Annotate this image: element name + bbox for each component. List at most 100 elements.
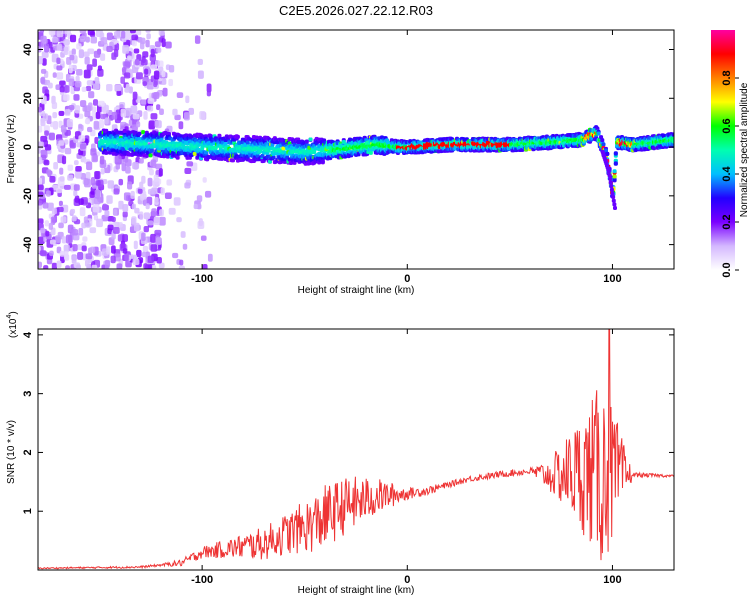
spectrogram-cell xyxy=(58,110,65,117)
spectrogram-cell xyxy=(73,160,79,166)
spectrogram-cell xyxy=(106,246,111,255)
spectrogram-cell xyxy=(296,143,301,148)
spectrogram-cell xyxy=(206,83,212,93)
spectrogram-cell xyxy=(183,112,190,121)
spectrogram-cell xyxy=(146,105,154,112)
spectrogram-cell xyxy=(79,30,87,34)
spectrogram-cell xyxy=(92,83,100,90)
spectrogram-cell xyxy=(44,144,52,151)
spectrogram-cell xyxy=(38,56,43,65)
spectrogram-cell xyxy=(175,155,180,160)
spectrogram-cell xyxy=(132,258,140,266)
spectrogram-y-tick-label: -40 xyxy=(22,237,34,253)
spectrogram-cell xyxy=(81,245,87,252)
spectrogram-cell xyxy=(145,203,150,210)
spectrogram-cell xyxy=(84,119,90,125)
spectrogram-cell xyxy=(603,148,608,153)
spectrogram-cell xyxy=(230,158,235,163)
spectrogram-cell xyxy=(92,58,97,67)
spectrogram-cell xyxy=(56,72,64,80)
spectrogram-cell xyxy=(92,204,100,213)
spectrogram-cell xyxy=(91,264,98,269)
spectrogram-cell xyxy=(149,168,154,176)
spectrogram-cell xyxy=(38,156,43,165)
spectrogram-cell xyxy=(140,59,148,66)
spectrogram-cell xyxy=(38,218,44,225)
spectrogram-cell xyxy=(59,250,66,257)
spectrogram-cell xyxy=(90,148,97,156)
spectrogram-cell xyxy=(93,50,101,58)
spectrogram-cell xyxy=(38,261,43,268)
spectrogram-cell xyxy=(78,49,84,59)
spectrogram-cell xyxy=(132,162,140,170)
spectrogram-cell xyxy=(55,84,61,91)
spectrogram-cell xyxy=(595,126,600,131)
spectrogram-cell xyxy=(150,159,157,169)
spectrogram-cell xyxy=(184,182,191,189)
spectrogram-cell xyxy=(150,233,156,243)
spectrogram-cell xyxy=(124,253,130,262)
spectrogram-cell xyxy=(64,109,71,116)
spectrogram-cell xyxy=(612,202,617,207)
spectrogram-cell xyxy=(40,68,47,74)
spectrogram-cell xyxy=(156,47,162,53)
spectrogram-cell xyxy=(106,83,113,92)
snr-y-multiplier-close: ) xyxy=(8,311,19,314)
snr-series-line xyxy=(38,328,674,570)
spectrogram-cell xyxy=(386,140,391,145)
spectrogram-cell xyxy=(63,250,69,260)
spectrogram-cell xyxy=(608,180,613,185)
spectrogram-cell xyxy=(85,36,90,43)
spectrogram-cell xyxy=(139,211,144,220)
spectrogram-cell xyxy=(64,85,70,93)
spectrogram-cell xyxy=(152,180,159,188)
spectrogram-cell xyxy=(85,222,91,228)
spectrogram-cell xyxy=(207,253,213,262)
spectrogram-cell xyxy=(135,72,143,80)
spectrogram-cell xyxy=(218,145,223,150)
spectrogram-cell xyxy=(51,207,57,215)
snr-y-label: SNR (10 * v/v) xyxy=(6,420,17,484)
spectrogram-cell xyxy=(111,148,116,153)
spectrogram-cell xyxy=(69,54,75,61)
spectrogram-cell xyxy=(80,100,87,107)
spectrogram-cell xyxy=(130,30,136,34)
spectrogram-cell xyxy=(121,30,126,39)
spectrogram-cell xyxy=(60,216,67,223)
spectrogram-cell xyxy=(78,227,84,236)
spectrogram-cell xyxy=(206,154,211,159)
spectrogram-cell xyxy=(38,200,43,206)
snr-y-ticks: 1 2 3 4 xyxy=(22,331,674,514)
spectrogram-cell xyxy=(143,263,148,269)
spectrogram-cell xyxy=(254,135,259,140)
spectrogram-cell xyxy=(61,236,67,244)
spectrogram-cell xyxy=(42,202,49,209)
spectrogram-cell xyxy=(123,61,131,69)
spectrogram-cell xyxy=(118,178,124,186)
spectrogram-cell xyxy=(41,51,49,58)
spectrogram-cell xyxy=(148,120,156,130)
spectrogram-cell xyxy=(609,187,614,192)
spectrogram-cell xyxy=(661,133,666,138)
spectrogram-cell xyxy=(144,68,149,75)
spectrogram-cell xyxy=(70,208,76,214)
spectrogram-cell xyxy=(68,78,75,87)
snr-frame xyxy=(37,328,675,571)
spectrogram-cell xyxy=(75,166,82,172)
spectrogram-cell xyxy=(49,239,56,245)
spectrogram-cell xyxy=(58,140,65,146)
spectrogram-cell xyxy=(178,121,184,130)
spectrogram-cell xyxy=(158,168,163,177)
spectrogram-cell xyxy=(38,125,43,133)
spectrogram-cell xyxy=(46,169,52,175)
spectrogram-y-ticks: -40 -20 0 20 40 xyxy=(22,43,674,253)
spectrogram-cell xyxy=(121,163,127,172)
spectrogram-cell xyxy=(114,84,122,92)
spectrogram-cell xyxy=(41,95,47,105)
spectrogram-cell xyxy=(93,196,101,205)
spectrogram-cell xyxy=(59,176,65,182)
snr-x-tick-label: -100 xyxy=(191,574,213,586)
spectrogram-cell xyxy=(131,216,137,225)
spectrogram-cell xyxy=(147,220,154,226)
spectrogram-cell xyxy=(168,65,175,73)
